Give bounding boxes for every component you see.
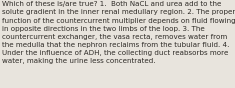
Text: Which of these is/are true? 1.  Both NaCL and urea add to the
solute gradient in: Which of these is/are true? 1. Both NaCL… [2,1,235,64]
